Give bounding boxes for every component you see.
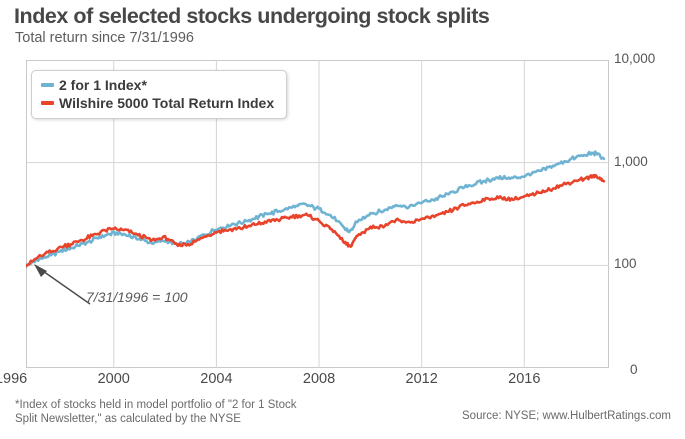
x-axis-tick: 2016 [508, 371, 541, 387]
y-axis-labels: 10,000 1,000 100 0 [614, 51, 685, 380]
y-axis-tick: 100 [614, 256, 637, 272]
legend-item-wilshire: Wilshire 5000 Total Return Index [41, 94, 274, 112]
x-axis-labels: 1996 2000 2004 2008 2012 2016 [0, 371, 685, 395]
x-axis-tick: 2012 [405, 371, 438, 387]
annotation-arrow-icon [34, 264, 91, 305]
legend-swatch-blue [41, 83, 54, 87]
x-axis-tick: 1996 [0, 371, 28, 387]
chart-subtitle: Total return since 7/31/1996 [15, 30, 194, 46]
y-axis-tick: 1,000 [614, 153, 648, 169]
footnote-text: *Index of stocks held in model portfolio… [15, 399, 297, 425]
source-text: Source: NYSE; www.HulbertRatings.com [462, 410, 671, 422]
x-axis-tick: 2004 [200, 371, 233, 387]
legend-label-wilshire: Wilshire 5000 Total Return Index [59, 95, 275, 111]
y-axis-tick: 0 [630, 362, 638, 377]
page-title: Index of selected stocks undergoing stoc… [14, 4, 490, 28]
x-axis-tick: 2000 [97, 371, 130, 387]
legend-item-2for1: 2 for 1 Index* [41, 76, 274, 94]
legend-swatch-red [41, 101, 54, 105]
x-axis-tick: 2008 [302, 371, 336, 387]
y-axis-tick: 10,000 [614, 51, 656, 66]
chart-legend: 2 for 1 Index* Wilshire 5000 Total Retur… [31, 70, 288, 119]
annotation-label: 7/31/1996 = 100 [86, 289, 188, 305]
legend-label-2for1: 2 for 1 Index* [59, 77, 147, 93]
